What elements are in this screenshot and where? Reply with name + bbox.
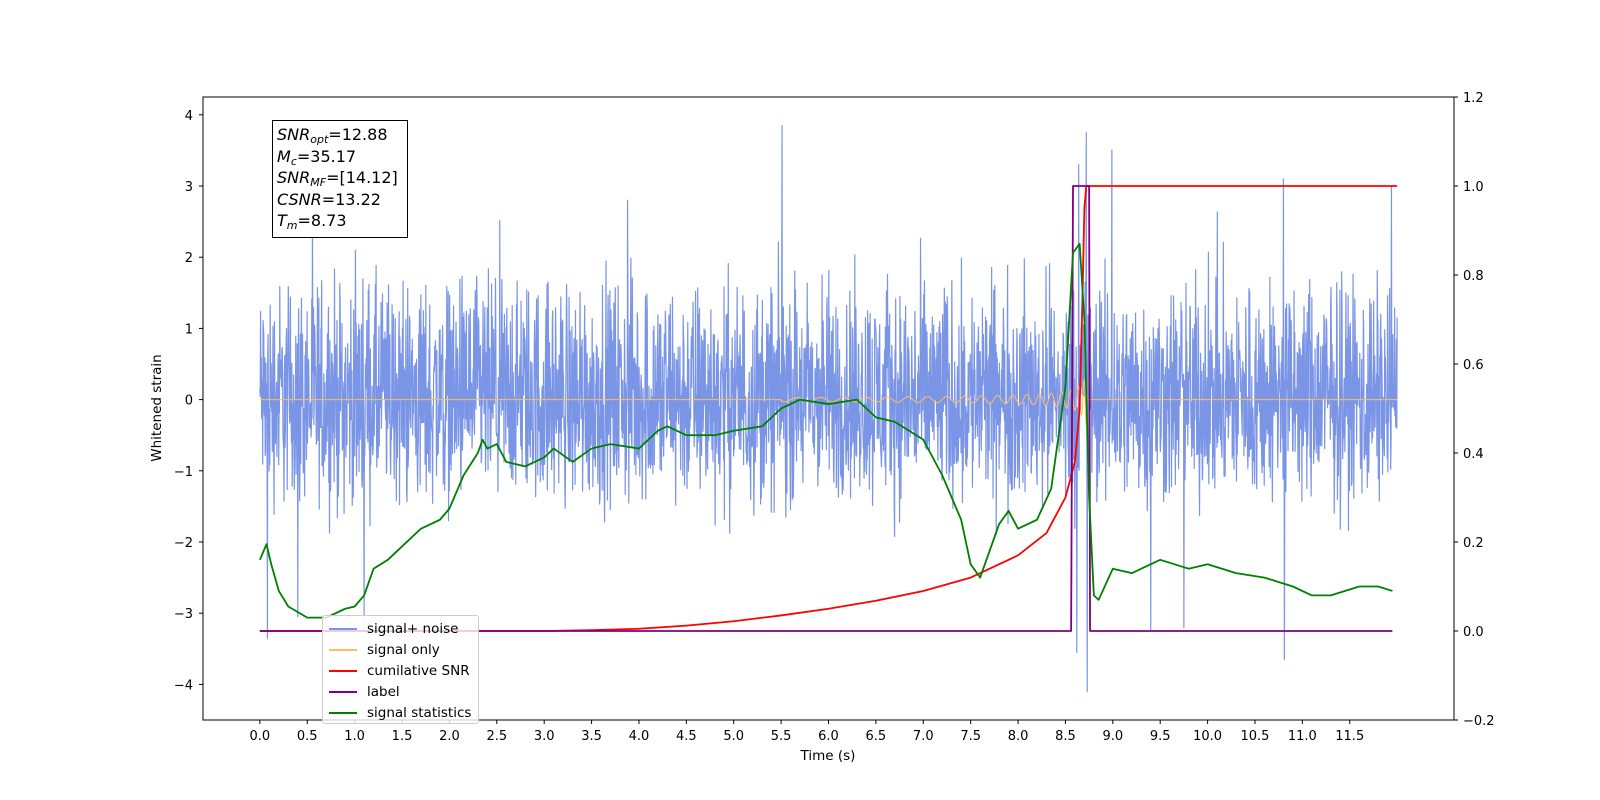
legend-label: signal statistics	[367, 704, 472, 721]
x-tick-label: 2.5	[486, 729, 507, 744]
annotation-merger-time: Tm=8.73	[277, 211, 347, 232]
x-tick-label: 0.5	[297, 729, 318, 744]
x-tick-label: 7.0	[913, 729, 934, 744]
x-tick-label: 2.0	[439, 729, 460, 744]
x-tick-label: 11.0	[1288, 729, 1317, 744]
x-tick-label: 3.0	[534, 729, 555, 744]
y-right-tick-label: 0.6	[1463, 358, 1484, 373]
legend-swatch	[329, 690, 357, 693]
legend-entry: signal only	[329, 640, 478, 661]
x-tick-label: 8.5	[1055, 729, 1076, 744]
series-signal-statistics	[259, 242, 1393, 619]
legend-label: signal only	[367, 642, 440, 659]
legend-entry: cumilative SNR	[329, 661, 478, 682]
x-tick-label: 6.5	[866, 729, 887, 744]
legend-swatch	[329, 649, 357, 652]
legend: signal+ noise signal only cumilative SNR…	[322, 615, 479, 724]
series-cumilative-snr	[259, 185, 1398, 632]
y-axis-label: Whitened strain	[149, 354, 165, 461]
legend-label: label	[367, 683, 400, 700]
x-tick-label: 10.5	[1241, 729, 1270, 744]
x-tick-label: 8.0	[1008, 729, 1029, 744]
x-tick-label: 10.0	[1193, 729, 1222, 744]
legend-label: signal+ noise	[367, 621, 459, 638]
y-left-tick-label: 4	[185, 109, 193, 124]
annotation-csnr: CSNR=13.22	[277, 189, 381, 209]
x-tick-label: 6.0	[818, 729, 839, 744]
y-right-tick-label: 1.2	[1463, 91, 1484, 106]
y-left-tick-label: 3	[185, 180, 193, 195]
x-tick-label: 5.0	[723, 729, 744, 744]
x-tick-label: 1.0	[344, 729, 365, 744]
y-right-tick-label: 0.4	[1463, 447, 1484, 462]
y-axis-left: 4 3 2 1 0 −1 −2 −3 −4	[174, 109, 203, 693]
x-tick-label: 9.5	[1150, 729, 1171, 744]
series-label	[259, 185, 1393, 632]
y-left-tick-label: −2	[174, 536, 193, 551]
x-tick-label: 7.5	[960, 729, 981, 744]
series-signal-only	[259, 379, 1398, 426]
annotation-snr-opt: SNRopt=12.88	[277, 125, 388, 146]
x-tick-label: 5.5	[771, 729, 792, 744]
y-right-tick-label: 0.0	[1463, 625, 1484, 640]
x-tick-label: 9.0	[1102, 729, 1123, 744]
legend-entry: signal+ noise	[329, 619, 478, 640]
x-tick-label: 4.5	[676, 729, 697, 744]
series-signal-noise	[259, 124, 1398, 693]
y-left-tick-label: 1	[185, 322, 193, 337]
annotation-chirp-mass: Mc=35.17	[277, 146, 357, 168]
legend-label: cumilative SNR	[367, 662, 470, 679]
x-tick-label: 11.5	[1335, 729, 1364, 744]
y-right-tick-label: −0.2	[1463, 714, 1495, 729]
x-axis: 0.0 0.5 1.0 1.5 2.0 2.5 3.0 3.5 4.0 4.5 5.0 5.5 6.0 6…	[250, 720, 1364, 744]
x-tick-label: 3.5	[581, 729, 602, 744]
legend-swatch	[329, 669, 357, 672]
x-axis-label: Time (s)	[800, 748, 856, 764]
x-tick-label: 1.5	[392, 729, 413, 744]
y-right-tick-label: 1.0	[1463, 180, 1484, 195]
annotation-snr-mf: SNRMF=[14.12]	[277, 168, 398, 189]
legend-swatch	[329, 711, 357, 714]
y-left-tick-label: −3	[174, 607, 193, 622]
y-right-tick-label: 0.2	[1463, 536, 1484, 551]
y-left-tick-label: 0	[185, 394, 193, 409]
plot-area	[259, 124, 1398, 693]
y-left-tick-label: 2	[185, 251, 193, 266]
legend-entry: signal statistics	[329, 702, 478, 723]
y-left-tick-label: −1	[174, 465, 193, 480]
y-left-tick-label: −4	[174, 678, 193, 693]
x-tick-label: 0.0	[250, 729, 271, 744]
annotation-box: SNRopt=12.88 Mc=35.17 SNRMF=[14.12] CSNR…	[272, 120, 408, 238]
legend-swatch	[329, 628, 357, 631]
y-axis-right: 1.2 1.0 0.8 0.6 0.4 0.2 0.0 −0.2	[1454, 91, 1495, 729]
x-tick-label: 4.0	[629, 729, 650, 744]
legend-entry: label	[329, 681, 478, 702]
y-right-tick-label: 0.8	[1463, 269, 1484, 284]
